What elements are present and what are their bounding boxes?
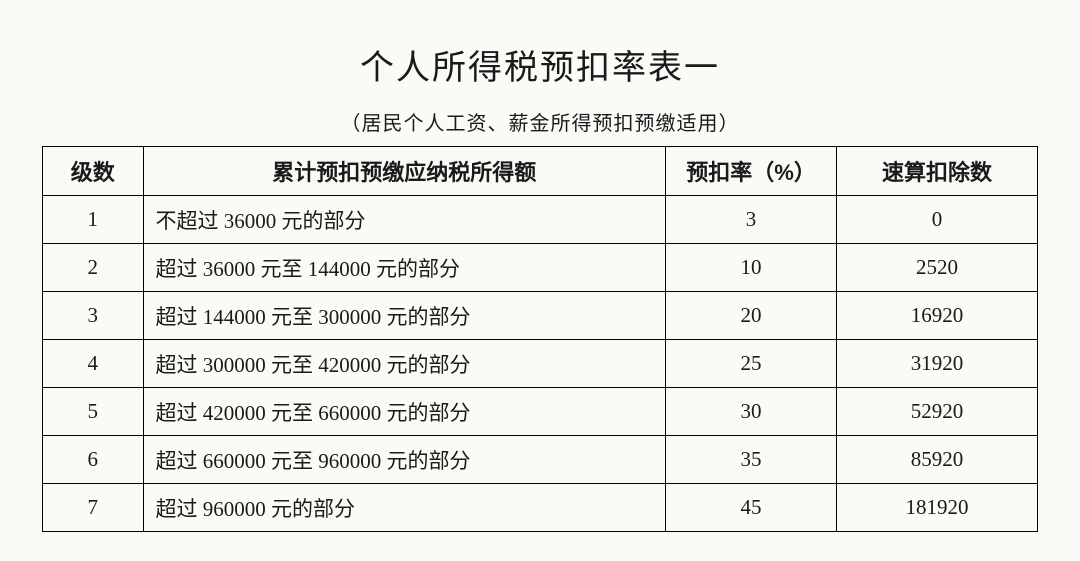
cell-deduct: 0 <box>836 196 1037 244</box>
cell-range: 超过 660000 元至 960000 元的部分 <box>143 436 666 484</box>
cell-deduct: 85920 <box>836 436 1037 484</box>
cell-deduct: 181920 <box>836 484 1037 532</box>
cell-rate: 3 <box>666 196 837 244</box>
cell-range: 超过 300000 元至 420000 元的部分 <box>143 340 666 388</box>
table-row: 3 超过 144000 元至 300000 元的部分 20 16920 <box>43 292 1038 340</box>
cell-level: 5 <box>43 388 144 436</box>
col-header-deduct: 速算扣除数 <box>836 147 1037 196</box>
table-row: 2 超过 36000 元至 144000 元的部分 10 2520 <box>43 244 1038 292</box>
page-title: 个人所得税预扣率表一 <box>42 40 1038 89</box>
cell-deduct: 16920 <box>836 292 1037 340</box>
cell-rate: 30 <box>666 388 837 436</box>
cell-deduct: 52920 <box>836 388 1037 436</box>
cell-level: 1 <box>43 196 144 244</box>
cell-level: 3 <box>43 292 144 340</box>
tax-table: 级数 累计预扣预缴应纳税所得额 预扣率（%） 速算扣除数 1 不超过 36000… <box>42 146 1038 532</box>
cell-range: 超过 36000 元至 144000 元的部分 <box>143 244 666 292</box>
table-row: 4 超过 300000 元至 420000 元的部分 25 31920 <box>43 340 1038 388</box>
cell-level: 2 <box>43 244 144 292</box>
cell-rate: 35 <box>666 436 837 484</box>
cell-rate: 25 <box>666 340 837 388</box>
col-header-level: 级数 <box>43 147 144 196</box>
cell-range: 不超过 36000 元的部分 <box>143 196 666 244</box>
cell-deduct: 31920 <box>836 340 1037 388</box>
col-header-range: 累计预扣预缴应纳税所得额 <box>143 147 666 196</box>
table-row: 1 不超过 36000 元的部分 3 0 <box>43 196 1038 244</box>
cell-rate: 45 <box>666 484 837 532</box>
cell-rate: 10 <box>666 244 837 292</box>
cell-range: 超过 420000 元至 660000 元的部分 <box>143 388 666 436</box>
table-row: 5 超过 420000 元至 660000 元的部分 30 52920 <box>43 388 1038 436</box>
cell-level: 6 <box>43 436 144 484</box>
page-subtitle: （居民个人工资、薪金所得预扣预缴适用） <box>42 107 1038 136</box>
col-header-rate: 预扣率（%） <box>666 147 837 196</box>
cell-range: 超过 144000 元至 300000 元的部分 <box>143 292 666 340</box>
cell-level: 7 <box>43 484 144 532</box>
cell-rate: 20 <box>666 292 837 340</box>
table-body: 1 不超过 36000 元的部分 3 0 2 超过 36000 元至 14400… <box>43 196 1038 532</box>
cell-range: 超过 960000 元的部分 <box>143 484 666 532</box>
table-header-row: 级数 累计预扣预缴应纳税所得额 预扣率（%） 速算扣除数 <box>43 147 1038 196</box>
cell-level: 4 <box>43 340 144 388</box>
cell-deduct: 2520 <box>836 244 1037 292</box>
table-row: 7 超过 960000 元的部分 45 181920 <box>43 484 1038 532</box>
table-row: 6 超过 660000 元至 960000 元的部分 35 85920 <box>43 436 1038 484</box>
